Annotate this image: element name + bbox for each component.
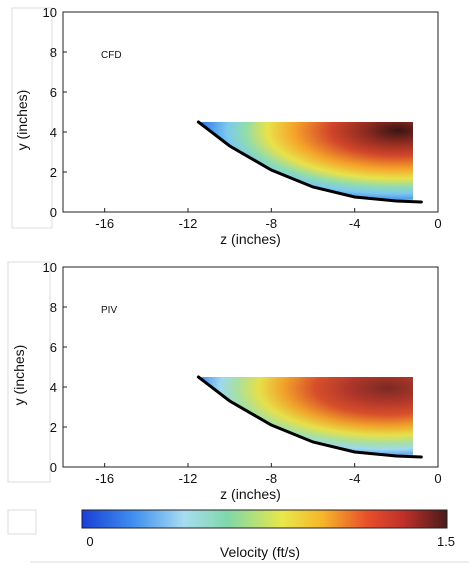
x-tick-label: -8 [266, 471, 278, 486]
piv-velocity-field [198, 376, 413, 455]
cfd-x-axis-label: z (inches) [220, 231, 281, 247]
y-tick-label: 0 [50, 460, 57, 475]
x-tick-label: -16 [95, 471, 114, 486]
ylabel-frame-bottom [7, 261, 51, 483]
piv-x-ticks: -16 -12 -8 -4 0 [95, 463, 442, 486]
cfd-x-ticks: -16 -12 -8 -4 0 [95, 208, 442, 231]
y-tick-label: 4 [50, 380, 57, 395]
y-tick-label: 2 [50, 165, 57, 180]
y-tick-label: 6 [50, 340, 57, 355]
y-tick-label: 8 [50, 45, 57, 60]
x-tick-label: 0 [434, 471, 441, 486]
colorbar: 0 1.5 Velocity (ft/s) [81, 509, 455, 560]
x-tick-label: -8 [266, 216, 278, 231]
y-tick-label: 10 [43, 260, 57, 275]
ylabel-frame-top [11, 7, 53, 229]
x-tick-label: -12 [179, 471, 198, 486]
cfd-y-ticks: 0 2 4 6 8 10 [43, 5, 67, 220]
piv-x-axis-label: z (inches) [220, 486, 281, 502]
piv-y-axis-label: y (inches) [11, 345, 27, 406]
x-tick-label: -4 [349, 216, 361, 231]
cfd-y-axis-label: y (inches) [14, 90, 30, 151]
y-tick-label: 2 [50, 420, 57, 435]
cfd-velocity-field [198, 121, 413, 200]
y-tick-label: 8 [50, 300, 57, 315]
y-tick-label: 0 [50, 205, 57, 220]
colorbar-label: Velocity (ft/s) [220, 544, 300, 560]
cfd-panel: CFD -16 -12 -8 -4 0 0 2 4 6 8 10 z (inches) y (in… [14, 5, 442, 247]
cbar-frame-left [7, 509, 37, 535]
piv-y-ticks: 0 2 4 6 8 10 [43, 260, 67, 475]
piv-panel: PIV -16 -12 -8 -4 0 0 2 4 6 8 10 z (inches) y (in… [11, 260, 442, 502]
x-tick-label: -16 [95, 216, 114, 231]
colorbar-min-label: 0 [86, 534, 93, 549]
cfd-panel-label: CFD [101, 50, 122, 61]
y-tick-label: 6 [50, 85, 57, 100]
y-tick-label: 4 [50, 125, 57, 140]
x-tick-label: 0 [434, 216, 441, 231]
y-tick-label: 10 [43, 5, 57, 20]
colorbar-gradient [81, 509, 448, 529]
x-tick-label: -12 [179, 216, 198, 231]
x-tick-label: -4 [349, 471, 361, 486]
piv-panel-label: PIV [101, 305, 117, 316]
cfd-wall-curve [196, 120, 423, 204]
piv-wall-curve [196, 375, 423, 459]
colorbar-max-label: 1.5 [437, 534, 455, 549]
